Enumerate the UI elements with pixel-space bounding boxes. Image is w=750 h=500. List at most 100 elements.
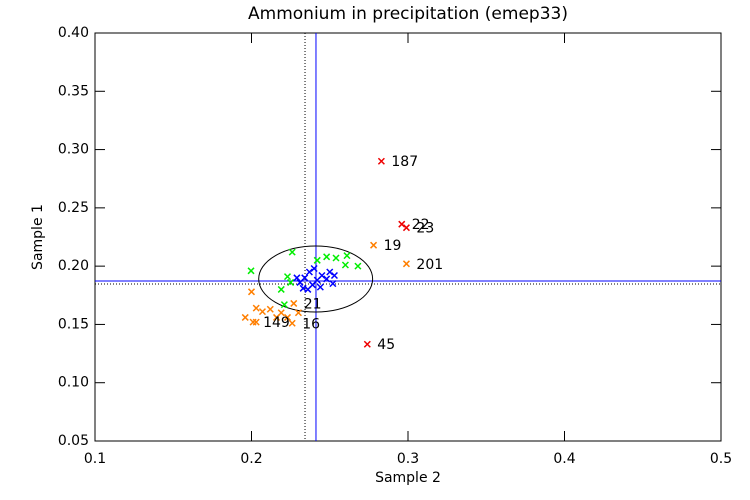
point xyxy=(280,301,288,309)
point xyxy=(294,309,302,317)
point-stroke xyxy=(277,285,285,293)
point xyxy=(354,262,362,270)
y-tick-label: 0.25 xyxy=(58,200,89,216)
point xyxy=(305,268,313,276)
x-axis-label: Sample 2 xyxy=(375,470,441,486)
point xyxy=(293,274,301,282)
point xyxy=(288,319,296,327)
point-stroke xyxy=(377,157,385,165)
point-label: 19 xyxy=(384,238,402,254)
point xyxy=(301,274,309,282)
point xyxy=(290,299,298,307)
point xyxy=(316,283,324,291)
point xyxy=(304,285,312,293)
point xyxy=(330,271,338,279)
point-label: 16 xyxy=(302,316,320,332)
point-stroke xyxy=(310,264,318,273)
point-stroke xyxy=(249,318,257,326)
point-stroke xyxy=(370,241,378,249)
point-stroke xyxy=(247,267,255,275)
point xyxy=(377,157,385,165)
point xyxy=(310,264,318,273)
point xyxy=(402,224,410,232)
point-stroke xyxy=(354,262,362,270)
point-stroke xyxy=(252,304,260,312)
x-tick-label: 0.1 xyxy=(84,451,106,467)
point-label: 201 xyxy=(416,257,443,273)
point-label: 149 xyxy=(263,315,290,331)
y-tick-label: 0.40 xyxy=(58,25,89,41)
point xyxy=(398,220,406,228)
x-tick-label: 0.5 xyxy=(710,451,732,467)
point xyxy=(287,278,295,286)
point-stroke xyxy=(293,274,301,282)
y-tick-label: 0.35 xyxy=(58,83,89,99)
point-stroke xyxy=(241,313,249,321)
ellipse xyxy=(258,245,374,313)
point-stroke xyxy=(343,252,351,260)
point-stroke xyxy=(329,280,337,288)
point-label: 187 xyxy=(391,154,418,170)
x-tick-label: 0.2 xyxy=(240,451,262,467)
y-tick-label: 0.20 xyxy=(58,258,89,274)
point-stroke xyxy=(402,224,410,232)
point-stroke xyxy=(288,248,296,256)
point-stroke xyxy=(313,256,321,264)
point-stroke xyxy=(402,260,410,268)
point-stroke xyxy=(301,274,309,282)
point-label: 21 xyxy=(304,296,322,312)
y-tick-label: 0.30 xyxy=(58,142,89,158)
y-tick-label: 0.05 xyxy=(58,433,89,449)
point xyxy=(277,285,285,293)
point-stroke xyxy=(332,254,340,262)
point xyxy=(266,305,274,313)
point-stroke xyxy=(398,220,406,228)
point xyxy=(323,275,331,283)
y-tick-label: 0.15 xyxy=(58,316,89,332)
point xyxy=(341,261,349,269)
point-label: 45 xyxy=(377,337,395,353)
y-axis-label: Sample 1 xyxy=(30,204,46,270)
point xyxy=(288,248,296,256)
point xyxy=(277,309,285,317)
y-tick-label: 0.10 xyxy=(58,375,89,391)
point xyxy=(252,304,260,312)
point-stroke xyxy=(316,283,324,291)
point-label: 23 xyxy=(416,221,434,237)
point xyxy=(326,268,334,276)
x-tick-label: 0.4 xyxy=(553,451,575,467)
point xyxy=(329,280,337,288)
point-stroke xyxy=(277,309,285,317)
x-tick-label: 0.3 xyxy=(397,451,419,467)
point-stroke xyxy=(330,271,338,279)
point-stroke xyxy=(363,340,371,348)
point-stroke xyxy=(288,319,296,327)
point xyxy=(313,256,321,264)
point-label: 22 xyxy=(412,217,430,233)
point xyxy=(247,288,256,296)
point xyxy=(363,340,371,348)
point xyxy=(258,308,266,316)
point xyxy=(283,273,292,281)
point-stroke xyxy=(341,261,349,269)
point-stroke xyxy=(266,305,274,313)
chart-title: Ammonium in precipitation (emep33) xyxy=(248,4,568,24)
point-stroke xyxy=(258,308,266,316)
point xyxy=(332,254,340,262)
point-stroke xyxy=(290,299,298,307)
point xyxy=(343,252,351,260)
point xyxy=(370,241,378,249)
point xyxy=(283,313,292,321)
point-stroke xyxy=(294,309,302,317)
point-stroke xyxy=(283,313,292,321)
point-stroke xyxy=(323,275,331,283)
point xyxy=(249,318,257,326)
point xyxy=(318,271,326,279)
point-stroke xyxy=(283,273,292,281)
point-stroke xyxy=(326,268,334,276)
point-stroke xyxy=(280,301,288,309)
point-stroke xyxy=(318,271,326,279)
plot-frame xyxy=(94,32,722,442)
point-stroke xyxy=(247,288,256,296)
